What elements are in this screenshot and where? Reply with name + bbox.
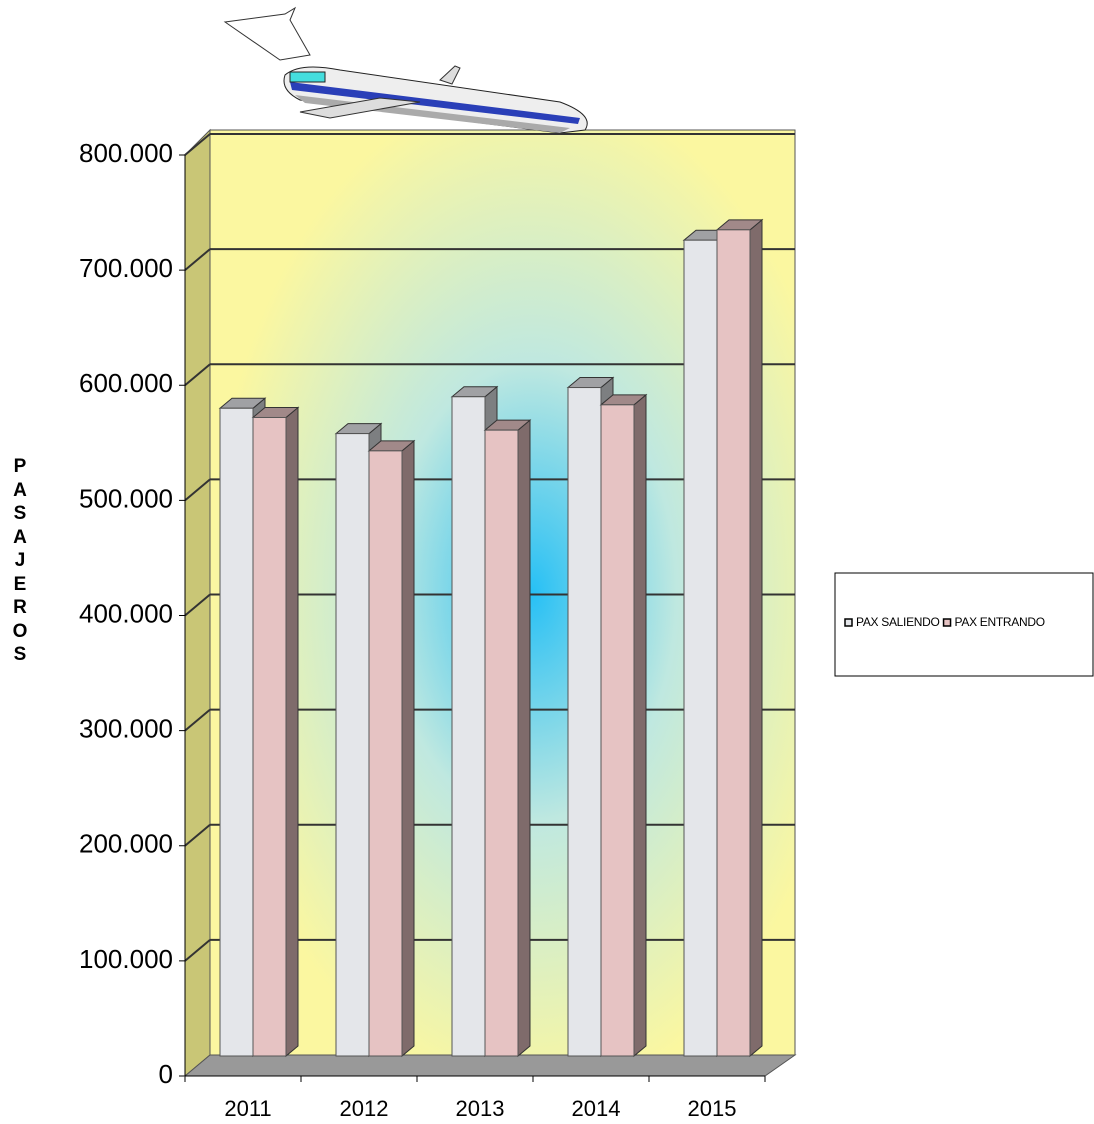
y-tick-label: 300.000 [79,714,173,744]
y-tick-label: 600.000 [79,368,173,398]
bar [567,387,602,1057]
legend-label: PAX ENTRANDO [955,615,1045,629]
bar-side [749,218,763,1058]
legend: PAX SALIENDO PAX ENTRANDO [834,572,1094,677]
grid-line [184,363,211,387]
x-tick-label: 2012 [340,1096,389,1121]
bar [600,404,635,1057]
legend-label: PAX SALIENDO [856,615,940,629]
bar [335,433,370,1057]
grid-line [184,478,211,502]
grid-line [184,248,211,271]
grid-line [184,593,211,617]
legend-swatch [844,618,853,627]
x-tick-label: 2014 [572,1096,621,1121]
y-tick-label: 100.000 [79,944,173,974]
bar [451,396,486,1057]
grid-line [184,939,211,962]
legend-swatch [942,618,952,627]
side-wall [184,128,211,1078]
bar [368,450,403,1057]
grid-line [184,708,211,732]
x-tick-label: 2011 [224,1096,271,1121]
grid-line [184,133,211,156]
y-tick-label: 500.000 [79,483,173,513]
y-tick-label: 400.000 [79,598,173,628]
bar [484,429,519,1057]
bar-side [633,393,647,1058]
bar-side [517,419,531,1058]
airplane [223,6,588,134]
y-axis-label: PASAJEROS [12,456,28,665]
grid-line [184,823,211,847]
bar [219,407,254,1057]
bar [716,229,751,1057]
x-tick-label: 2013 [456,1096,505,1121]
x-tick-label: 2015 [688,1096,737,1121]
bar [683,239,718,1057]
bar-side [401,439,415,1058]
y-tick-label: 800.000 [79,138,173,168]
legend-box [834,572,1094,677]
y-tick-label: 700.000 [79,253,173,283]
bar-side [285,406,299,1058]
y-tick-label: 0 [159,1059,173,1089]
bar [252,416,287,1057]
y-tick-label: 200.000 [79,829,173,859]
floor [183,1054,797,1077]
